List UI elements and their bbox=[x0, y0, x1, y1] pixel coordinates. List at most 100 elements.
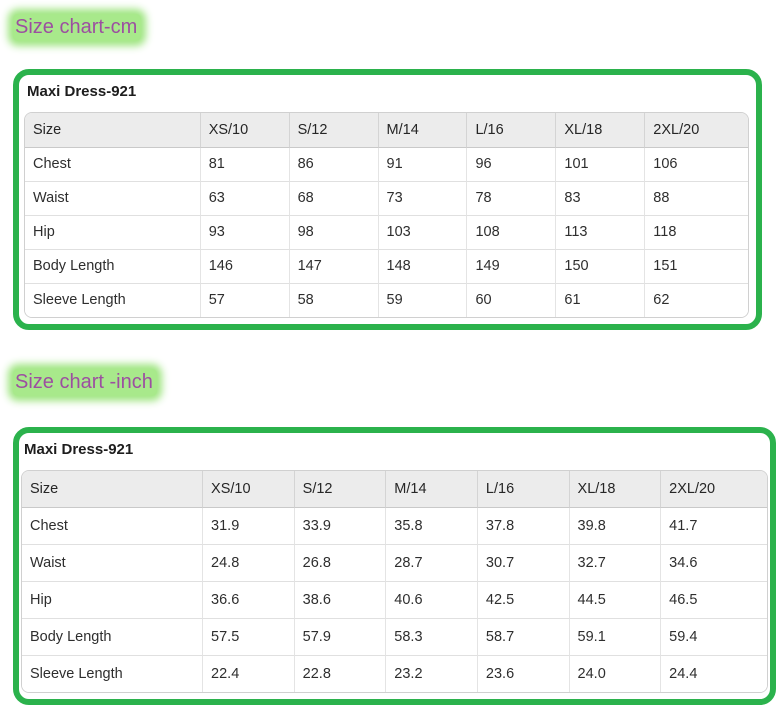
column-header: S/12 bbox=[294, 471, 387, 508]
header-row: Size XS/10 S/12 M/14 L/16 XL/18 2XL/20 bbox=[25, 113, 748, 148]
measurement-cell: 34.6 bbox=[661, 545, 767, 582]
measurement-cell: 78 bbox=[467, 182, 557, 216]
column-header: L/16 bbox=[477, 471, 570, 508]
table-row: Waist 24.8 26.8 28.7 30.7 32.7 34.6 bbox=[22, 545, 767, 582]
size-chart-card-cm: Maxi Dress-921 Size XS/10 S/12 M/14 L/16 XL/1… bbox=[13, 69, 762, 330]
table-row: Waist 63 68 73 78 83 88 bbox=[25, 182, 748, 216]
measurement-cell: 108 bbox=[467, 216, 557, 250]
measurement-cell: 33.9 bbox=[294, 508, 387, 545]
column-header: XL/18 bbox=[556, 113, 646, 148]
measurement-cell: 24.8 bbox=[203, 545, 295, 582]
measurement-cell: 28.7 bbox=[386, 545, 478, 582]
measurement-cell: 57.5 bbox=[203, 619, 295, 656]
measurement-cell: 38.6 bbox=[294, 582, 387, 619]
column-header: XS/10 bbox=[200, 113, 290, 148]
measurement-cell: 151 bbox=[645, 250, 748, 284]
row-label: Sleeve Length bbox=[25, 284, 201, 317]
measurement-cell: 149 bbox=[467, 250, 557, 284]
row-label: Chest bbox=[22, 508, 204, 545]
measurement-cell: 61 bbox=[556, 284, 646, 317]
measurement-cell: 22.4 bbox=[203, 656, 295, 692]
measurement-cell: 86 bbox=[289, 148, 379, 182]
column-header: M/14 bbox=[386, 471, 478, 508]
header-row: Size XS/10 S/12 M/14 L/16 XL/18 2XL/20 bbox=[22, 471, 767, 508]
measurement-cell: 46.5 bbox=[661, 582, 767, 619]
column-header: XL/18 bbox=[569, 471, 662, 508]
table-row: Body Length 146 147 148 149 150 151 bbox=[25, 250, 748, 284]
column-header: 2XL/20 bbox=[661, 471, 767, 508]
row-label: Chest bbox=[25, 148, 201, 182]
row-label: Sleeve Length bbox=[22, 656, 204, 692]
row-label: Body Length bbox=[22, 619, 204, 656]
measurement-cell: 30.7 bbox=[477, 545, 570, 582]
measurement-cell: 118 bbox=[645, 216, 748, 250]
row-label: Waist bbox=[22, 545, 204, 582]
size-table-inch: Size XS/10 S/12 M/14 L/16 XL/18 2XL/20 Chest 31.… bbox=[21, 470, 768, 693]
row-label: Hip bbox=[25, 216, 201, 250]
table-row: Sleeve Length 22.4 22.8 23.2 23.6 24.0 24.4 bbox=[22, 656, 767, 692]
size-table-cm: Size XS/10 S/12 M/14 L/16 XL/18 2XL/20 Chest 81 8… bbox=[24, 112, 749, 318]
column-header: S/12 bbox=[289, 113, 379, 148]
measurement-cell: 57 bbox=[200, 284, 290, 317]
measurement-cell: 150 bbox=[556, 250, 646, 284]
section-title-inch: Size chart -inch bbox=[13, 369, 157, 396]
column-header: L/16 bbox=[467, 113, 557, 148]
measurement-cell: 88 bbox=[645, 182, 748, 216]
column-header: M/14 bbox=[378, 113, 468, 148]
table-row: Body Length 57.5 57.9 58.3 58.7 59.1 59.4 bbox=[22, 619, 767, 656]
row-label: Waist bbox=[25, 182, 201, 216]
measurement-cell: 60 bbox=[467, 284, 557, 317]
measurement-cell: 106 bbox=[645, 148, 748, 182]
measurement-cell: 91 bbox=[378, 148, 468, 182]
measurement-cell: 44.5 bbox=[569, 582, 662, 619]
size-chart-page: Size chart-cm Maxi Dress-921 Size XS/10 S/… bbox=[13, 0, 783, 705]
section-heading-inch: Size chart -inch bbox=[13, 369, 783, 396]
measurement-cell: 42.5 bbox=[477, 582, 570, 619]
table-row: Chest 31.9 33.9 35.8 37.8 39.8 41.7 bbox=[22, 508, 767, 545]
measurement-cell: 83 bbox=[556, 182, 646, 216]
measurement-cell: 57.9 bbox=[294, 619, 387, 656]
column-header: Size bbox=[25, 113, 201, 148]
measurement-cell: 103 bbox=[378, 216, 468, 250]
product-name-cm: Maxi Dress-921 bbox=[27, 83, 137, 100]
table-row: Sleeve Length 57 58 59 60 61 62 bbox=[25, 284, 748, 317]
measurement-cell: 73 bbox=[378, 182, 468, 216]
measurement-cell: 68 bbox=[289, 182, 379, 216]
measurement-cell: 58.3 bbox=[386, 619, 478, 656]
measurement-cell: 101 bbox=[556, 148, 646, 182]
column-header: XS/10 bbox=[203, 471, 295, 508]
product-name-inch: Maxi Dress-921 bbox=[24, 441, 134, 458]
row-label: Body Length bbox=[25, 250, 201, 284]
measurement-cell: 96 bbox=[467, 148, 557, 182]
measurement-cell: 58.7 bbox=[477, 619, 570, 656]
measurement-cell: 62 bbox=[645, 284, 748, 317]
measurement-cell: 24.0 bbox=[569, 656, 662, 692]
measurement-cell: 35.8 bbox=[386, 508, 478, 545]
column-header: Size bbox=[22, 471, 204, 508]
measurement-cell: 41.7 bbox=[661, 508, 767, 545]
measurement-cell: 63 bbox=[200, 182, 290, 216]
measurement-cell: 147 bbox=[289, 250, 379, 284]
measurement-cell: 31.9 bbox=[203, 508, 295, 545]
measurement-cell: 58 bbox=[289, 284, 379, 317]
measurement-cell: 98 bbox=[289, 216, 379, 250]
measurement-cell: 81 bbox=[200, 148, 290, 182]
measurement-cell: 93 bbox=[200, 216, 290, 250]
measurement-cell: 24.4 bbox=[661, 656, 767, 692]
row-label: Hip bbox=[22, 582, 204, 619]
measurement-cell: 59.4 bbox=[661, 619, 767, 656]
measurement-cell: 113 bbox=[556, 216, 646, 250]
table-row: Chest 81 86 91 96 101 106 bbox=[25, 148, 748, 182]
measurement-cell: 22.8 bbox=[294, 656, 387, 692]
measurement-cell: 146 bbox=[200, 250, 290, 284]
measurement-cell: 23.6 bbox=[477, 656, 570, 692]
measurement-cell: 39.8 bbox=[569, 508, 662, 545]
measurement-cell: 23.2 bbox=[386, 656, 478, 692]
measurement-cell: 32.7 bbox=[569, 545, 662, 582]
table-row: Hip 93 98 103 108 113 118 bbox=[25, 216, 748, 250]
section-heading-cm: Size chart-cm bbox=[13, 0, 783, 41]
measurement-cell: 37.8 bbox=[477, 508, 570, 545]
measurement-cell: 40.6 bbox=[386, 582, 478, 619]
measurement-cell: 26.8 bbox=[294, 545, 387, 582]
section-title-cm: Size chart-cm bbox=[13, 14, 142, 41]
